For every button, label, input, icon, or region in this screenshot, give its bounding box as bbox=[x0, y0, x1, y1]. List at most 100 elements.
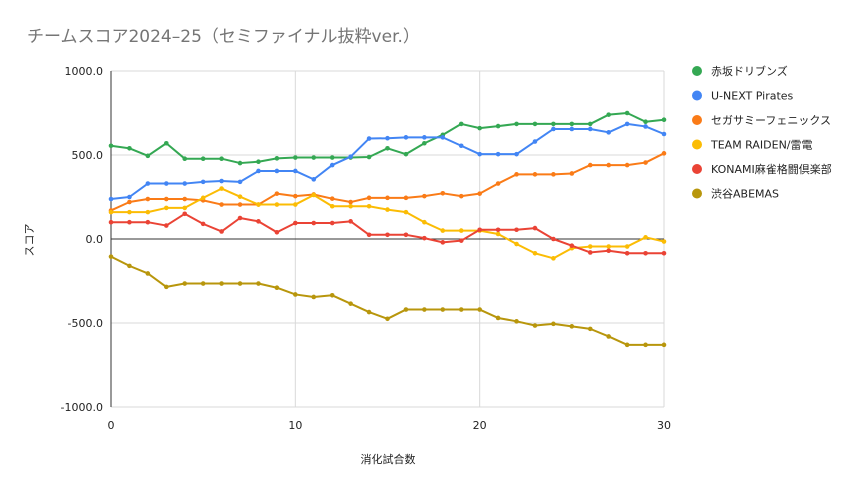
data-point bbox=[495, 231, 501, 237]
data-point bbox=[145, 219, 151, 225]
x-tick-label: 20 bbox=[473, 419, 487, 432]
data-point bbox=[587, 162, 593, 168]
data-point bbox=[587, 121, 593, 127]
y-tick-label: 0.0 bbox=[86, 233, 104, 246]
data-point bbox=[329, 196, 335, 201]
data-point bbox=[385, 207, 390, 212]
data-point bbox=[127, 199, 132, 205]
data-point bbox=[182, 196, 188, 202]
data-point bbox=[274, 168, 280, 174]
data-point bbox=[532, 250, 538, 256]
series-line bbox=[110, 122, 665, 201]
data-point bbox=[661, 250, 667, 256]
data-point bbox=[219, 186, 224, 191]
data-point bbox=[237, 215, 243, 221]
data-point bbox=[587, 250, 593, 255]
data-point bbox=[532, 225, 538, 231]
legend-label: 渋谷ABEMAS bbox=[711, 188, 779, 201]
data-point bbox=[237, 194, 243, 199]
data-point bbox=[385, 195, 390, 201]
data-point bbox=[624, 250, 630, 256]
data-point bbox=[145, 181, 151, 186]
data-point bbox=[274, 191, 280, 196]
legend-label: U-NEXT Pirates bbox=[711, 90, 794, 103]
data-point bbox=[348, 301, 353, 306]
data-point bbox=[108, 196, 114, 202]
data-point bbox=[182, 281, 188, 286]
data-point bbox=[624, 342, 630, 348]
data-point bbox=[514, 319, 519, 324]
legend: 赤坂ドリブンズ U-NEXT Pirates セガサミーフェニックス TEAM RAI… bbox=[692, 64, 832, 201]
data-point bbox=[200, 195, 206, 201]
data-point bbox=[422, 235, 427, 241]
data-point bbox=[551, 236, 556, 242]
data-point bbox=[624, 162, 630, 168]
data-point bbox=[182, 181, 188, 186]
series-group bbox=[108, 211, 667, 256]
data-point bbox=[532, 172, 538, 177]
data-point bbox=[108, 143, 114, 149]
data-point bbox=[274, 285, 280, 291]
data-point bbox=[293, 168, 298, 174]
data-point bbox=[329, 220, 335, 226]
data-point bbox=[495, 315, 501, 321]
data-point bbox=[606, 334, 611, 339]
data-point bbox=[458, 307, 464, 312]
chart-title: チームスコア2024–25（セミファイナル抜粋ver.） bbox=[27, 27, 420, 47]
data-point bbox=[182, 211, 188, 217]
data-point bbox=[661, 117, 667, 123]
data-point bbox=[127, 219, 132, 225]
data-point bbox=[293, 155, 298, 160]
data-point bbox=[164, 196, 169, 202]
data-point bbox=[127, 209, 132, 215]
legend-marker bbox=[692, 188, 702, 199]
data-point bbox=[219, 202, 224, 207]
data-point bbox=[366, 136, 372, 141]
data-point bbox=[164, 284, 169, 290]
data-point bbox=[514, 227, 519, 233]
data-point bbox=[385, 135, 390, 141]
data-point bbox=[440, 135, 446, 140]
data-point bbox=[661, 342, 667, 348]
data-point bbox=[514, 241, 519, 247]
data-point bbox=[477, 125, 482, 131]
data-point bbox=[329, 292, 335, 298]
data-point bbox=[643, 119, 648, 125]
data-point bbox=[293, 292, 298, 297]
data-point bbox=[624, 244, 630, 249]
data-point bbox=[606, 130, 611, 135]
data-point bbox=[237, 179, 243, 185]
data-point bbox=[643, 124, 648, 129]
data-point bbox=[495, 123, 501, 129]
data-point bbox=[200, 156, 206, 161]
legend-label: 赤坂ドリブンズ bbox=[711, 64, 788, 78]
data-point bbox=[458, 193, 464, 199]
data-point bbox=[532, 323, 538, 328]
y-tick-label: 500.0 bbox=[72, 149, 104, 162]
y-tick-label: -1000.0 bbox=[61, 401, 103, 414]
series-group bbox=[108, 254, 667, 348]
data-point bbox=[477, 307, 482, 312]
data-point bbox=[108, 254, 114, 259]
data-point bbox=[348, 154, 353, 159]
data-point bbox=[385, 316, 390, 322]
data-point bbox=[661, 239, 667, 244]
data-point bbox=[551, 126, 556, 132]
data-point bbox=[329, 155, 335, 160]
data-point bbox=[606, 162, 611, 168]
data-point bbox=[661, 151, 667, 156]
data-point bbox=[311, 155, 317, 160]
legend-marker bbox=[692, 115, 702, 125]
data-point bbox=[164, 223, 169, 228]
data-point bbox=[366, 203, 372, 209]
data-point bbox=[311, 177, 317, 182]
data-point bbox=[643, 235, 648, 240]
x-tick-label: 10 bbox=[288, 419, 302, 432]
data-point bbox=[256, 202, 261, 207]
data-point bbox=[237, 281, 243, 286]
axes: 1000.0 500.0 0.0 -500.0 -1000.0 0 10 20 30 bbox=[61, 65, 671, 432]
data-point bbox=[274, 229, 280, 235]
data-point bbox=[256, 168, 261, 174]
x-tick-label: 0 bbox=[108, 419, 115, 432]
